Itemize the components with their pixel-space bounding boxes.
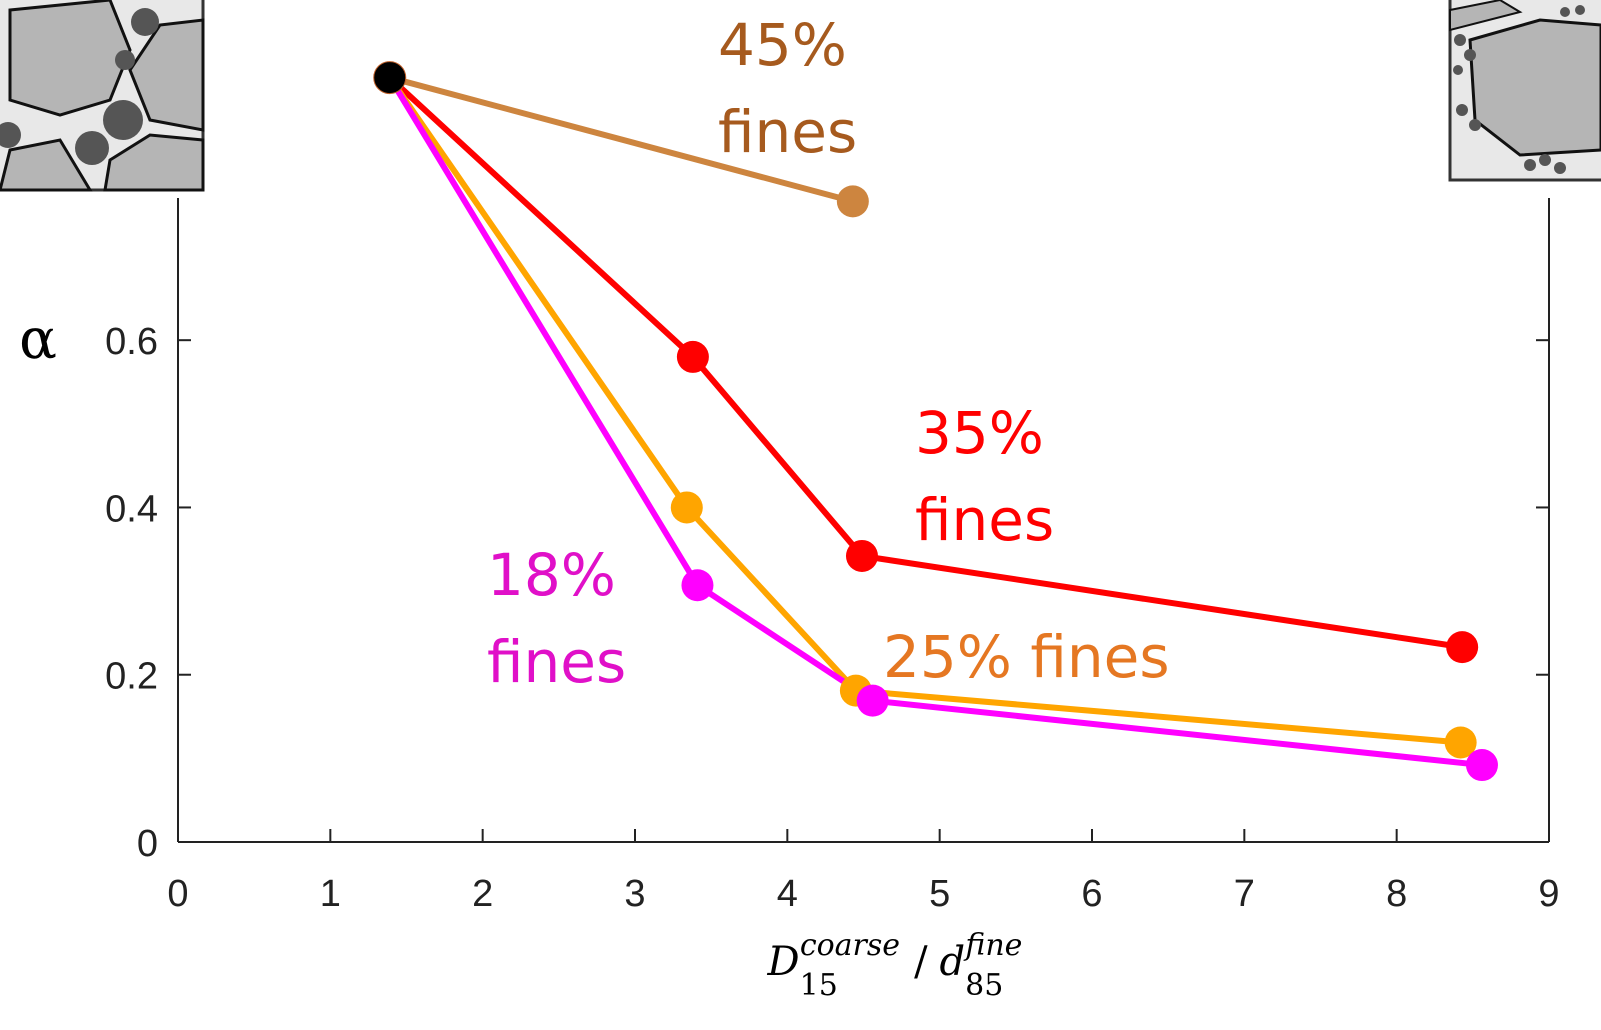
x-label-part: /	[914, 939, 928, 985]
data-point	[677, 341, 709, 373]
x-label-part: fine	[963, 928, 1022, 963]
series-label: fines	[487, 628, 626, 696]
data-point	[846, 540, 878, 572]
series-label: fines	[915, 486, 1054, 554]
series-label: 35%	[915, 399, 1044, 467]
grain-image-left	[0, 0, 203, 190]
x-tick-label: 7	[1234, 873, 1255, 915]
x-label-part: 15	[800, 968, 838, 1003]
start-point	[374, 62, 406, 94]
x-tick-label: 2	[472, 873, 493, 915]
x-tick-label: 8	[1386, 873, 1407, 915]
y-tick-label: 0.2	[105, 656, 158, 698]
x-label-part: 85	[965, 968, 1003, 1003]
data-point	[857, 685, 889, 717]
x-tick-label: 3	[624, 873, 645, 915]
x-tick-label: 4	[777, 873, 798, 915]
x-tick-label: 5	[929, 873, 950, 915]
data-point	[1446, 631, 1478, 663]
data-point	[671, 491, 703, 523]
y-tick-label: 0.6	[105, 321, 158, 363]
series-label: 25% fines	[883, 623, 1170, 691]
x-tick-label: 0	[167, 873, 188, 915]
x-tick-label: 6	[1081, 873, 1102, 915]
x-tick-label: 1	[320, 873, 341, 915]
series-label: 45%	[718, 11, 847, 79]
y-tick-label: 0.4	[105, 488, 158, 530]
x-label-part: coarse	[800, 928, 900, 963]
y-tick-label: 0	[137, 823, 158, 865]
grain-image-right	[1450, 0, 1601, 180]
data-point	[837, 185, 869, 217]
series-label: 18%	[487, 541, 616, 609]
series-label: fines	[718, 98, 857, 166]
x-axis-label: D15 coarse / d85 fine	[767, 928, 1023, 1003]
data-point	[1466, 749, 1498, 781]
x-label-part: D	[767, 939, 800, 985]
x-label-part: d	[940, 939, 966, 985]
chart: D15 coarse / d85 fine α 0 1 2 3 4 5 6 7 8 9 0 0.2 0.4 0.6…	[0, 0, 1601, 1030]
x-tick-label: 9	[1538, 873, 1559, 915]
y-axis-label: α	[19, 307, 57, 372]
data-point	[681, 569, 713, 601]
